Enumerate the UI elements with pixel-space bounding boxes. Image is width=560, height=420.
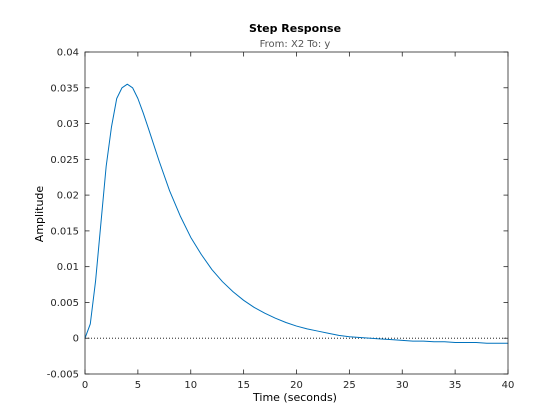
x-tick-label: 20: [290, 380, 303, 391]
y-axis-label: Amplitude: [33, 186, 46, 243]
y-tick-label: 0: [73, 334, 79, 345]
y-tick-label: 0.005: [50, 298, 79, 309]
x-tick-label: 15: [237, 380, 250, 391]
x-tick-label: 10: [184, 380, 197, 391]
x-tick-label: 35: [449, 380, 462, 391]
x-tick-label: 30: [396, 380, 409, 391]
plot-area: [85, 52, 508, 374]
y-tick-label: 0.02: [57, 191, 79, 202]
x-tick-label: 0: [82, 380, 88, 391]
chart-title: Step Response: [249, 22, 341, 35]
x-axis-label: Time (seconds): [252, 391, 337, 404]
y-tick-label: 0.015: [50, 226, 79, 237]
series-line-0: [84, 83, 509, 344]
chart-subtitle: From: X2 To: y: [260, 39, 331, 50]
series-layer: [84, 83, 509, 344]
y-tick-label: 0.025: [50, 155, 79, 166]
y-tick-label: 0.04: [57, 48, 79, 59]
ticks-layer: 0 5 10 15 20 25 30 35 40-0.00500.0050.010.0150.0…: [47, 48, 515, 392]
y-tick-label: -0.005: [47, 370, 79, 381]
y-tick-label: 0.035: [50, 83, 79, 94]
y-tick-label: 0.01: [57, 262, 79, 273]
x-tick-label: 40: [502, 380, 515, 391]
x-tick-label: 25: [343, 380, 356, 391]
y-tick-label: 0.03: [57, 119, 79, 130]
x-tick-label: 5: [135, 380, 141, 391]
